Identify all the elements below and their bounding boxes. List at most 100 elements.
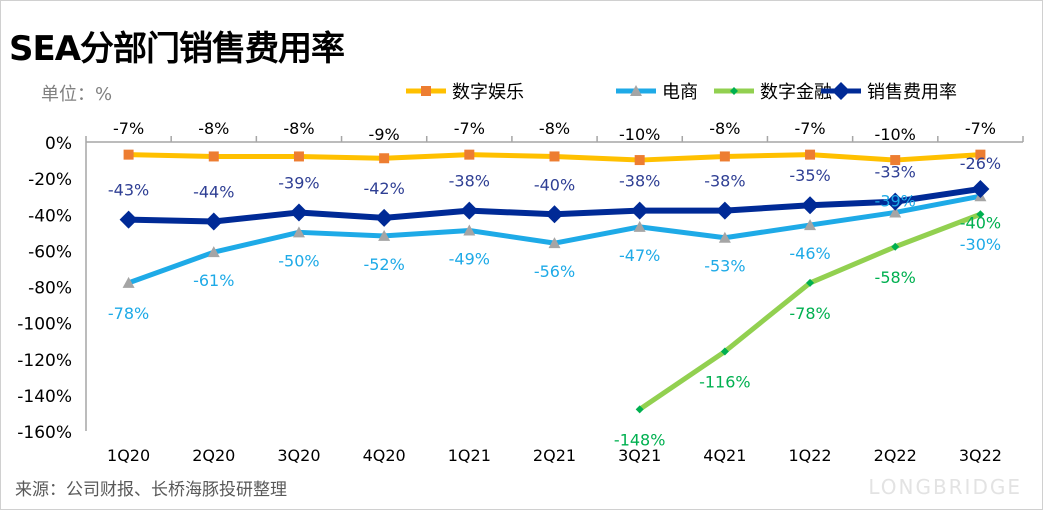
data-point <box>464 149 475 160</box>
data-point <box>122 276 135 288</box>
data-label: -78% <box>789 304 830 323</box>
data-label: -78% <box>108 304 149 323</box>
data-point <box>292 226 305 238</box>
data-label: -46% <box>789 244 830 263</box>
data-label: -7% <box>965 119 996 138</box>
watermark: LONGBRIDGE <box>868 475 1022 499</box>
data-label: -8% <box>283 119 314 138</box>
data-label: -53% <box>704 257 745 276</box>
y-tick-label: -120% <box>17 351 72 371</box>
data-label: -40% <box>534 175 575 194</box>
legend-marker <box>832 82 850 100</box>
x-tick-label: 4Q21 <box>703 446 746 465</box>
data-label: -40% <box>960 213 1001 232</box>
y-tick-label: -140% <box>17 387 72 407</box>
legend-marker <box>421 86 431 96</box>
data-label: -43% <box>108 181 149 200</box>
y-tick-label: -80% <box>28 279 72 299</box>
data-label: -38% <box>619 172 660 191</box>
data-point <box>633 220 646 232</box>
data-label: -50% <box>278 251 319 270</box>
y-tick-label: -20% <box>28 170 72 190</box>
y-tick-label: 0% <box>45 134 72 154</box>
data-point <box>976 210 985 219</box>
data-label: -30% <box>960 235 1001 254</box>
data-label: -10% <box>619 125 660 144</box>
data-label: -58% <box>875 268 916 287</box>
data-label: -42% <box>363 179 404 198</box>
data-point <box>549 151 560 162</box>
data-point <box>718 231 731 243</box>
unit-label: 单位：% <box>41 84 113 105</box>
data-point <box>805 149 816 160</box>
data-point <box>545 205 564 224</box>
data-point <box>463 224 476 236</box>
x-tick-label: 2Q22 <box>874 446 917 465</box>
data-point <box>123 149 134 160</box>
x-tick-label: 1Q20 <box>107 446 150 465</box>
data-point <box>207 246 220 258</box>
data-label: -8% <box>539 119 570 138</box>
data-label: -39% <box>278 173 319 192</box>
data-point <box>208 151 219 162</box>
data-label: -7% <box>794 119 825 138</box>
data-label: -26% <box>960 154 1001 173</box>
data-point <box>289 203 308 222</box>
data-point <box>630 201 649 220</box>
x-tick-label: 4Q20 <box>363 446 406 465</box>
data-point <box>801 196 820 215</box>
data-label: -8% <box>198 119 229 138</box>
data-point <box>460 201 479 220</box>
y-tick-label: -100% <box>17 315 72 335</box>
x-tick-label: 1Q21 <box>448 446 491 465</box>
legend-marker <box>630 85 642 96</box>
data-label: -33% <box>875 163 916 182</box>
data-label: -61% <box>193 271 234 290</box>
legend-label: 数字金融 <box>760 82 832 103</box>
data-point <box>806 278 815 287</box>
data-label: -7% <box>113 119 144 138</box>
data-point <box>891 242 900 251</box>
data-label: -49% <box>449 250 490 269</box>
data-point <box>634 155 645 166</box>
legend-label: 销售费用率 <box>867 82 957 103</box>
data-label: -8% <box>709 119 740 138</box>
data-label: -116% <box>699 373 751 392</box>
data-label: -38% <box>449 172 490 191</box>
data-label: -44% <box>193 182 234 201</box>
x-tick-label: 3Q22 <box>959 446 1002 465</box>
y-tick-label: -40% <box>28 206 72 226</box>
legend-label: 电商 <box>662 82 698 103</box>
data-label: -47% <box>619 246 660 265</box>
data-label: -148% <box>614 430 666 449</box>
legend-label: 数字娱乐 <box>452 82 524 103</box>
legend-marker <box>730 87 738 95</box>
data-point <box>378 229 391 241</box>
data-point <box>204 212 223 231</box>
data-label: -10% <box>875 125 916 144</box>
data-point <box>293 151 304 162</box>
y-tick-label: -160% <box>17 423 72 443</box>
data-point <box>375 208 394 227</box>
data-label: -52% <box>363 255 404 274</box>
source-note: 来源：公司财报、长桥海豚投研整理 <box>15 480 287 500</box>
data-label: -7% <box>454 119 485 138</box>
x-tick-label: 2Q21 <box>533 446 576 465</box>
data-point <box>804 219 817 231</box>
data-point <box>379 153 390 164</box>
data-point <box>119 210 138 229</box>
data-label: -35% <box>789 166 830 185</box>
data-label: -38% <box>704 172 745 191</box>
data-point <box>715 201 734 220</box>
data-point <box>720 347 729 356</box>
data-point <box>886 192 905 211</box>
data-point <box>889 206 902 218</box>
chart-title: SEA分部门销售费用率 <box>9 29 345 69</box>
data-label: -9% <box>369 125 400 144</box>
data-label: -39% <box>875 191 916 210</box>
data-point <box>548 237 561 249</box>
data-point <box>719 151 730 162</box>
x-tick-label: 1Q22 <box>788 446 831 465</box>
